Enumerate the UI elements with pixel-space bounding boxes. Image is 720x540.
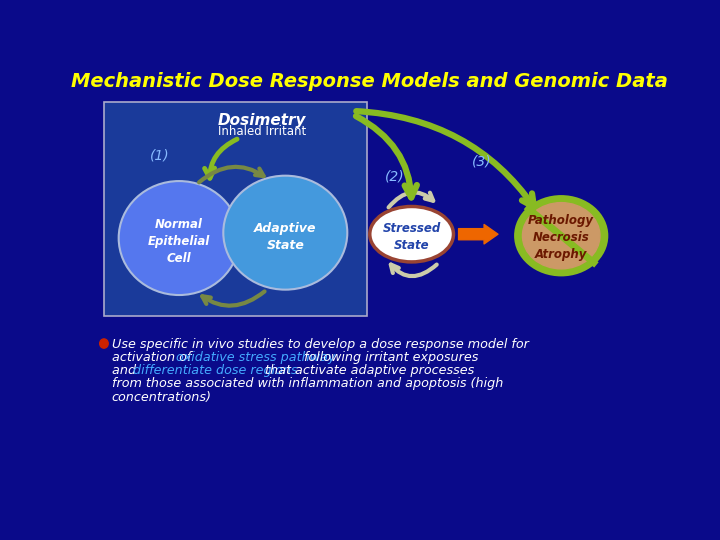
Text: activation of: activation of [112,351,195,364]
Ellipse shape [516,197,607,275]
Text: (1): (1) [150,148,170,163]
Ellipse shape [370,206,454,262]
FancyArrowPatch shape [391,265,437,276]
Text: from those associated with inflammation and apoptosis (high: from those associated with inflammation … [112,377,503,390]
Ellipse shape [119,181,240,295]
FancyArrowPatch shape [202,292,264,306]
Text: concentrations): concentrations) [112,390,212,403]
Text: (3): (3) [472,154,491,168]
FancyArrowPatch shape [356,111,534,207]
Ellipse shape [523,202,600,269]
FancyArrowPatch shape [389,192,433,207]
Text: and: and [112,364,140,377]
Text: Stressed
State: Stressed State [382,221,441,252]
Ellipse shape [99,339,108,348]
FancyArrowPatch shape [204,139,237,178]
Text: oxidative stress pathway: oxidative stress pathway [176,351,336,364]
Text: Adaptive
State: Adaptive State [254,221,317,252]
Text: Use specific in vivo studies to develop a dose response model for: Use specific in vivo studies to develop … [112,338,528,351]
Text: Mechanistic Dose Response Models and Genomic Data: Mechanistic Dose Response Models and Gen… [71,72,667,91]
Text: following irritant exposures: following irritant exposures [300,351,478,364]
FancyArrowPatch shape [199,167,264,183]
FancyBboxPatch shape [104,102,367,316]
Text: Pathology
Necrosis
Atrophy: Pathology Necrosis Atrophy [528,214,594,261]
FancyArrowPatch shape [356,116,417,198]
Text: that activate adaptive processes: that activate adaptive processes [261,364,474,377]
Ellipse shape [223,176,347,289]
Text: (2): (2) [384,170,405,184]
Text: differentiate dose regions: differentiate dose regions [133,364,298,377]
Text: Normal
Epithelial
Cell: Normal Epithelial Cell [148,218,210,265]
Text: Dosimetry: Dosimetry [218,113,306,128]
FancyArrowPatch shape [459,225,498,244]
Text: Inhaled Irritant: Inhaled Irritant [218,125,306,138]
